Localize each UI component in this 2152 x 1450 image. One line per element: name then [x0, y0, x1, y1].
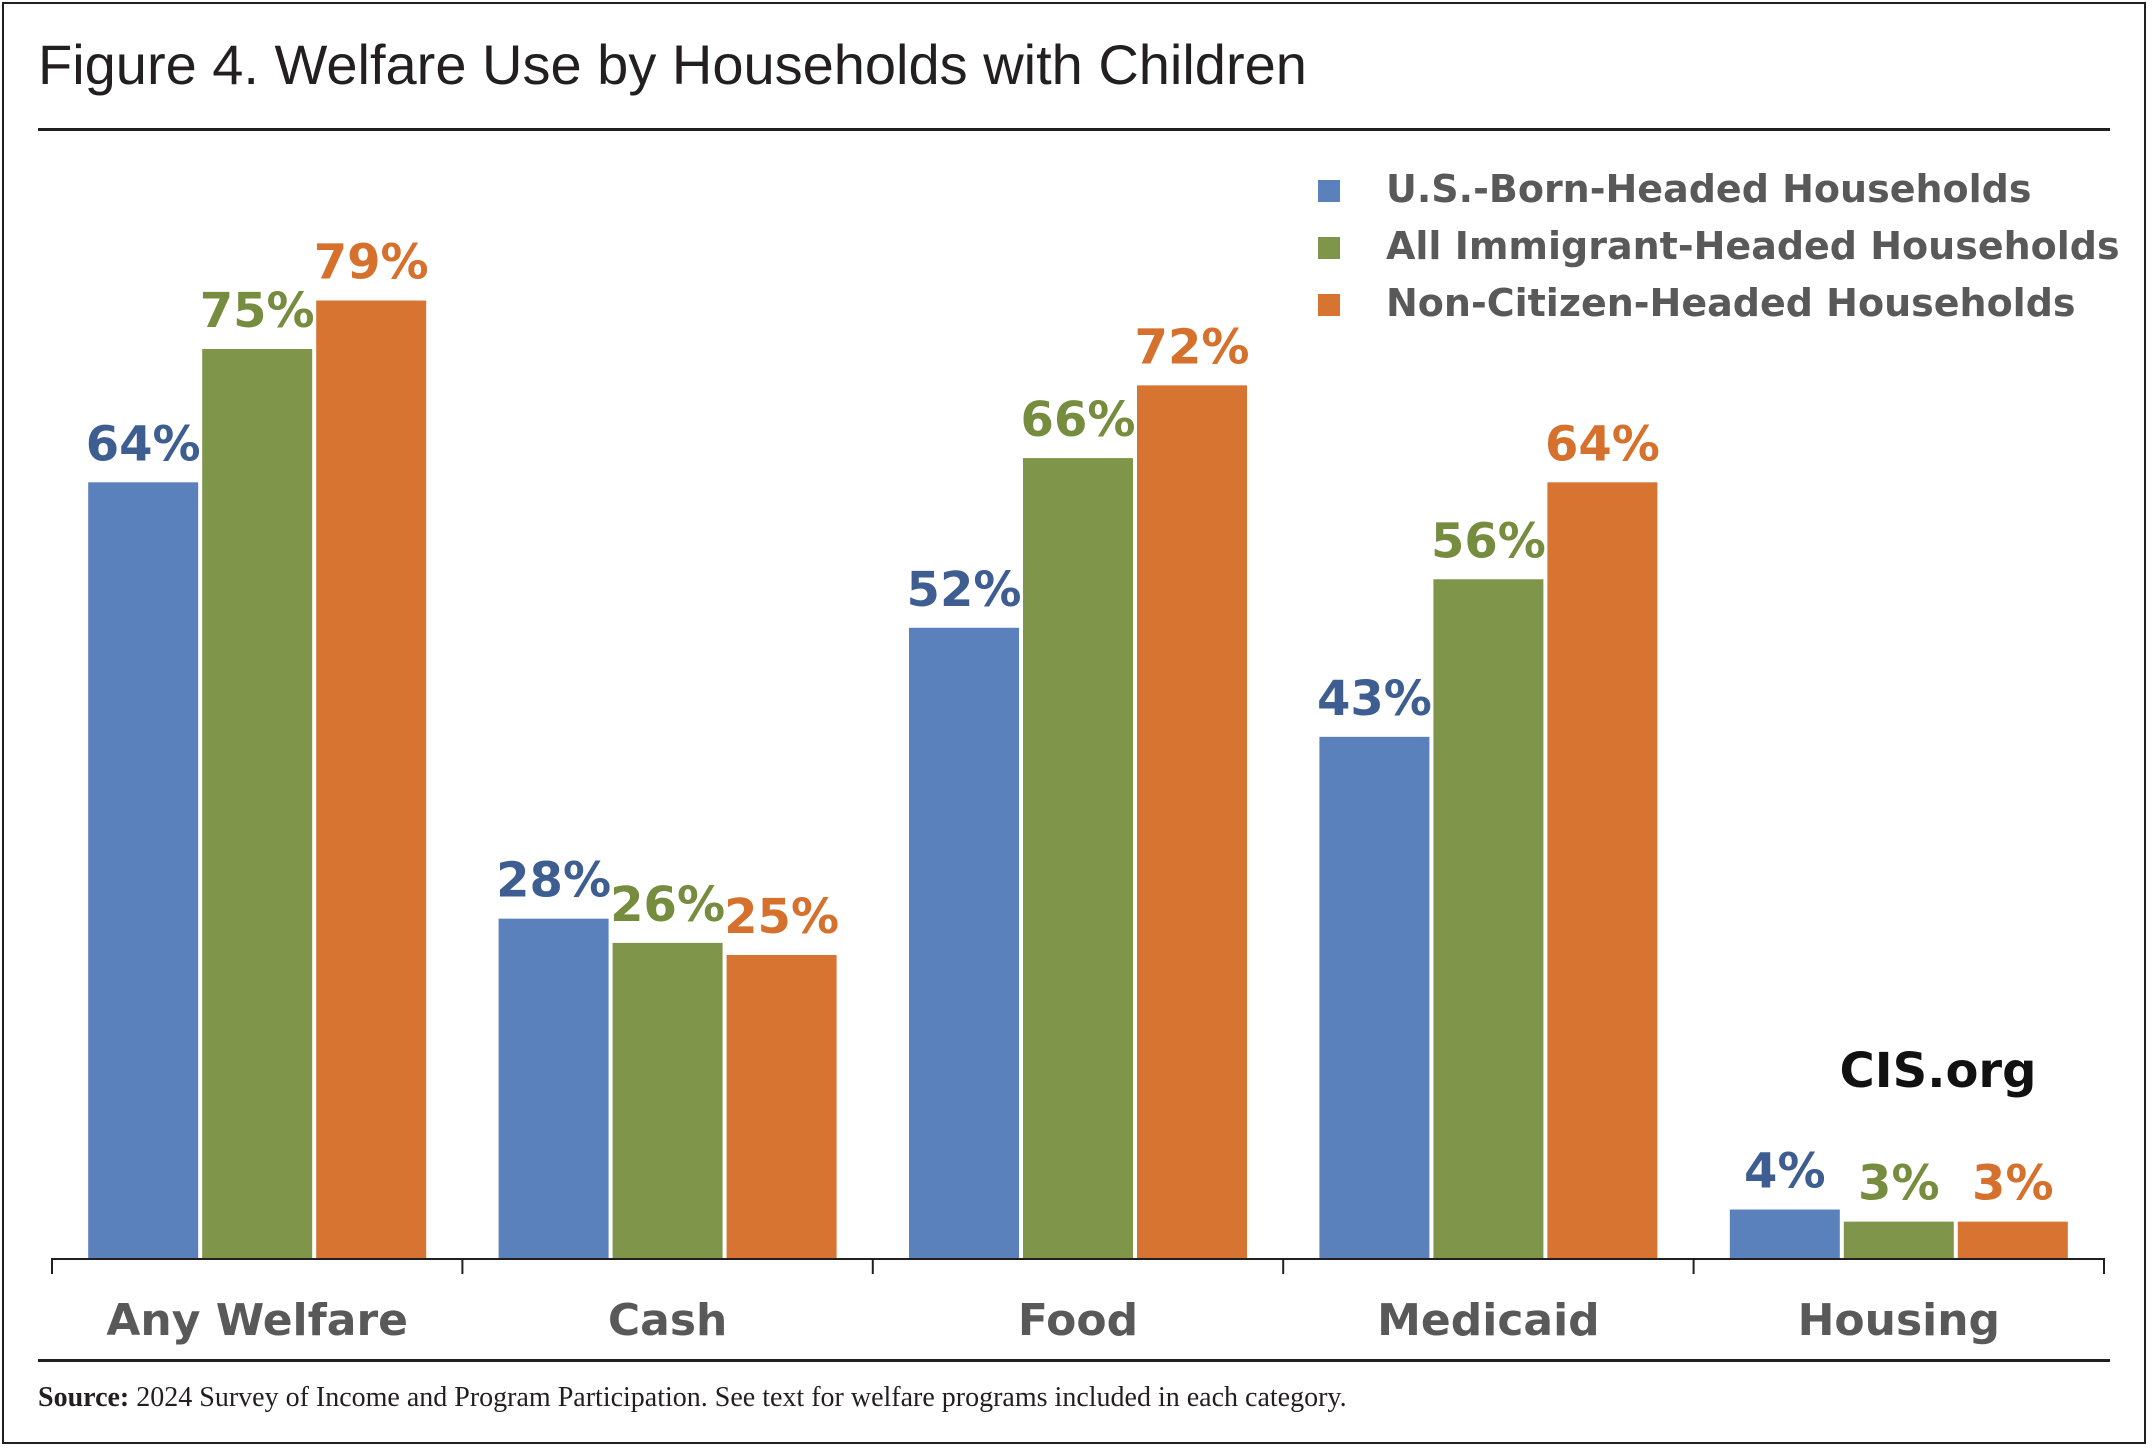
value-label-food-non-citizen-headed-households: 72%	[1135, 319, 1250, 375]
chart-title: Figure 4. Welfare Use by Households with…	[38, 33, 1307, 96]
category-label-food: Food	[1018, 1295, 1138, 1346]
title-rule	[38, 128, 2110, 131]
legend-swatch-u-s-born-headed-households	[1318, 180, 1340, 202]
bar-any-welfare-non-citizen-headed-households	[316, 300, 427, 1258]
legend-label-u-s-born-headed-households: U.S.-Born-Headed Households	[1386, 167, 2031, 211]
category-label-housing: Housing	[1798, 1295, 2000, 1346]
value-label-food-all-immigrant-headed-households: 66%	[1021, 392, 1136, 448]
x-axis: Any Welfare Cash Food Medicaid Housing	[51, 1258, 2105, 1346]
bar-medicaid-all-immigrant-headed-households	[1433, 579, 1544, 1258]
bars-layer	[88, 300, 2068, 1259]
value-label-any-welfare-all-immigrant-headed-households: 75%	[200, 283, 315, 339]
bar-medicaid-non-citizen-headed-households	[1547, 482, 1658, 1258]
value-label-housing-u-s-born-headed-households: 4%	[1744, 1144, 1826, 1200]
bar-medicaid-u-s-born-headed-households	[1319, 736, 1430, 1258]
category-label-cash: Cash	[608, 1295, 728, 1346]
value-label-cash-all-immigrant-headed-households: 26%	[610, 877, 725, 933]
legend: U.S.-Born-Headed Households All Immigrant…	[1318, 167, 2120, 325]
cis-watermark: CIS.org	[1840, 1043, 2037, 1099]
value-label-housing-all-immigrant-headed-households: 3%	[1858, 1156, 1940, 1212]
category-label-any-welfare: Any Welfare	[106, 1295, 408, 1346]
value-label-any-welfare-non-citizen-headed-households: 79%	[314, 235, 429, 291]
category-label-medicaid: Medicaid	[1377, 1295, 1600, 1346]
legend-label-non-citizen-headed-households: Non-Citizen-Headed Households	[1386, 281, 2076, 325]
source-rule	[38, 1359, 2110, 1362]
value-label-medicaid-u-s-born-headed-households: 43%	[1317, 671, 1432, 727]
value-label-any-welfare-u-s-born-headed-households: 64%	[86, 416, 201, 472]
value-label-medicaid-all-immigrant-headed-households: 56%	[1431, 513, 1546, 569]
bar-cash-non-citizen-headed-households	[726, 955, 837, 1258]
source-label: Source:	[38, 1382, 130, 1413]
value-label-cash-non-citizen-headed-households: 25%	[724, 889, 839, 945]
bar-housing-non-citizen-headed-households	[1957, 1221, 2068, 1258]
legend-label-all-immigrant-headed-households: All Immigrant-Headed Households	[1386, 224, 2120, 268]
bar-food-u-s-born-headed-households	[909, 627, 1019, 1258]
bar-food-all-immigrant-headed-households	[1023, 458, 1133, 1259]
bar-any-welfare-u-s-born-headed-households	[88, 482, 199, 1258]
bar-housing-all-immigrant-headed-households	[1843, 1221, 1954, 1258]
value-label-housing-non-citizen-headed-households: 3%	[1972, 1156, 2054, 1212]
bar-cash-all-immigrant-headed-households	[612, 942, 723, 1258]
source-text: 2024 Survey of Income and Program Partic…	[136, 1382, 1347, 1413]
bar-any-welfare-all-immigrant-headed-households	[202, 349, 313, 1258]
source-note: Source: 2024 Survey of Income and Progra…	[38, 1382, 1347, 1414]
value-labels-layer: 64% 75%79% 28% 26% 25% 52% 66% 72% 43% 56% 64% 4% 3%…	[86, 235, 2054, 1212]
bar-food-non-citizen-headed-households	[1137, 385, 1247, 1258]
bar-housing-u-s-born-headed-households	[1729, 1209, 1840, 1258]
legend-swatch-all-immigrant-headed-households	[1318, 237, 1340, 259]
value-label-cash-u-s-born-headed-households: 28%	[496, 853, 611, 909]
legend-swatch-non-citizen-headed-households	[1318, 294, 1340, 316]
value-label-food-u-s-born-headed-households: 52%	[907, 562, 1022, 618]
bar-cash-u-s-born-headed-households	[498, 918, 609, 1258]
value-label-medicaid-non-citizen-headed-households: 64%	[1545, 416, 1660, 472]
